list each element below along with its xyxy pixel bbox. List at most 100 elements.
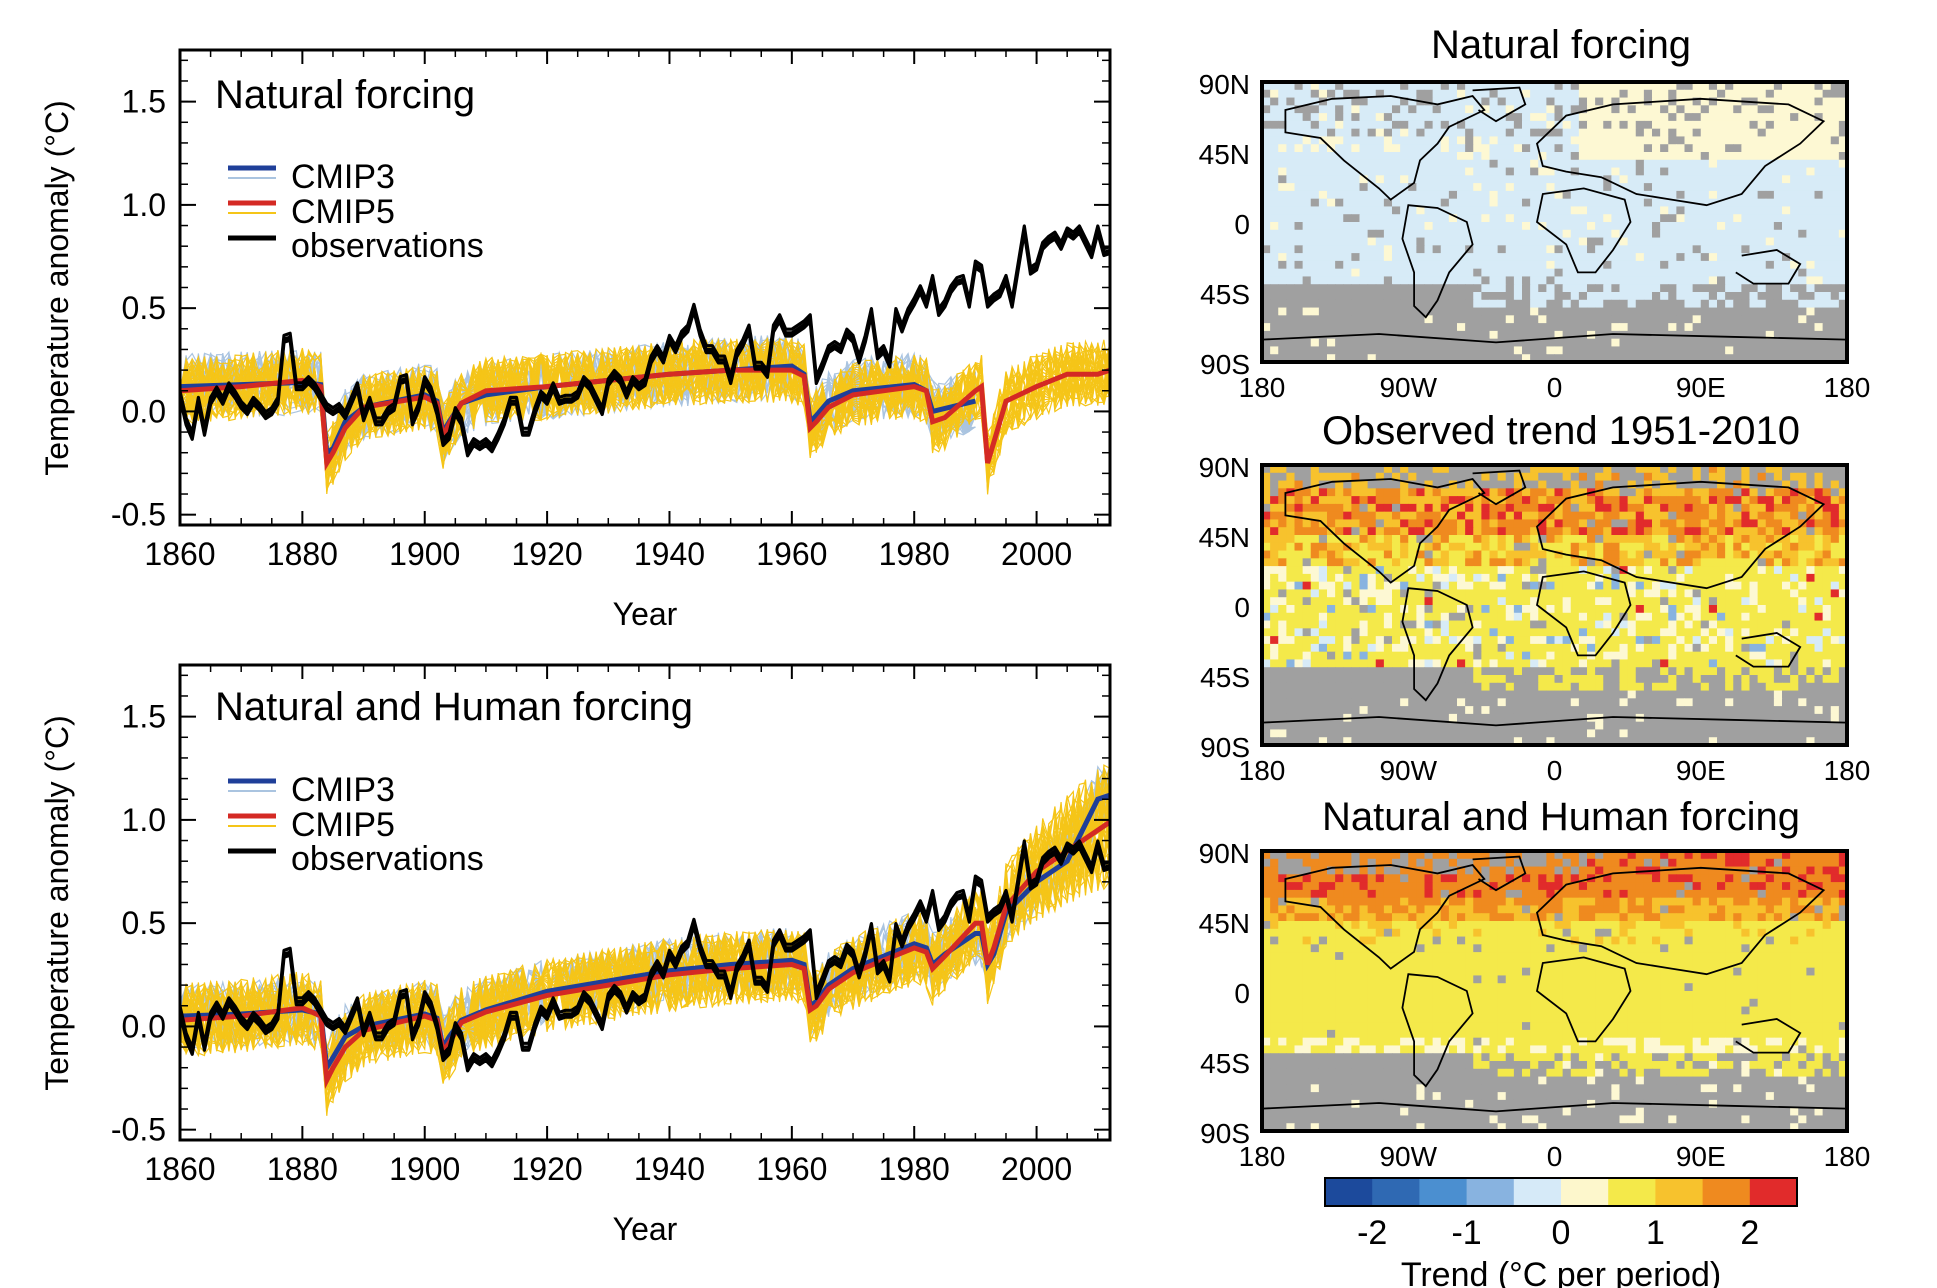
map-cell — [1635, 636, 1645, 645]
map-cell — [1262, 589, 1271, 598]
map-cell — [1619, 120, 1629, 130]
map-cell — [1505, 589, 1515, 598]
map-cell — [1359, 620, 1369, 629]
map-cell — [1676, 465, 1686, 474]
map-cell — [1700, 535, 1710, 544]
map-cell — [1262, 214, 1271, 223]
map-cell — [1343, 566, 1352, 575]
map-cell — [1448, 542, 1458, 552]
map-cell — [1765, 628, 1775, 637]
observed-trend-map-panel: Observed trend 1951-2010 90N45N045S90S18… — [1199, 409, 1871, 786]
map-cell — [1660, 566, 1669, 575]
map-cell — [1522, 198, 1531, 207]
map-cell — [1838, 128, 1848, 137]
map-cell — [1822, 260, 1832, 270]
map-cell — [1465, 89, 1474, 99]
map-cell — [1814, 605, 1824, 614]
map-cell — [1806, 542, 1816, 552]
map-cell — [1481, 159, 1491, 169]
map-cell — [1286, 159, 1296, 169]
map-cell — [1424, 550, 1434, 559]
map-cell — [1692, 480, 1702, 489]
map-cell — [1465, 503, 1474, 513]
map-cell — [1497, 488, 1507, 497]
map-cell — [1367, 82, 1377, 91]
map-cell — [1465, 253, 1474, 262]
map-cell — [1603, 488, 1612, 497]
map-cell — [1457, 276, 1466, 285]
map-cell — [1684, 299, 1694, 309]
map-cell — [1343, 323, 1352, 332]
map-cell — [1383, 597, 1393, 606]
map-cell — [1383, 82, 1393, 91]
map-cell — [1530, 605, 1539, 614]
map-cell — [1611, 628, 1621, 637]
map-cell — [1822, 307, 1832, 316]
map-cell — [1627, 315, 1637, 324]
map-cell — [1627, 152, 1637, 161]
map-cell — [1302, 245, 1312, 254]
map-frame — [1260, 80, 1849, 364]
map-cell — [1367, 315, 1377, 324]
map-cell — [1538, 136, 1547, 145]
map-cell — [1448, 566, 1458, 575]
map-cell — [1660, 597, 1669, 606]
map-cell — [1773, 472, 1783, 482]
map-cell — [1635, 354, 1645, 363]
map-cell — [1424, 605, 1434, 614]
map-cell — [1367, 307, 1377, 316]
map-cell — [1546, 542, 1556, 552]
map-cell — [1262, 330, 1271, 340]
map-cell — [1286, 198, 1296, 207]
map-cell — [1278, 330, 1287, 340]
map-cell — [1587, 315, 1596, 324]
map-cell — [1782, 535, 1791, 544]
legend-label-cmip3: CMIP3 — [291, 771, 395, 809]
map-cell — [1562, 82, 1572, 91]
map-cell — [1522, 260, 1531, 270]
map-cell — [1448, 229, 1458, 239]
map-cell — [1489, 206, 1499, 215]
map-cell — [1505, 159, 1515, 169]
map-cell — [1286, 566, 1296, 575]
map-cell — [1416, 488, 1426, 497]
map-cell — [1343, 315, 1352, 324]
map-cell — [1335, 612, 1344, 622]
map-cell — [1546, 346, 1556, 355]
map-cell — [1465, 214, 1474, 223]
map-cell — [1457, 198, 1466, 207]
map-cell — [1359, 190, 1369, 200]
map-cell — [1367, 558, 1377, 567]
map-cell — [1416, 542, 1426, 552]
map-cell — [1578, 144, 1588, 153]
map-cell — [1489, 198, 1499, 207]
map-cell — [1286, 299, 1296, 309]
map-cell — [1318, 503, 1328, 513]
map-cell — [1684, 120, 1694, 130]
map-cell — [1814, 105, 1824, 114]
map-cell — [1773, 190, 1783, 200]
map-cell — [1708, 488, 1718, 497]
map-cell — [1765, 503, 1775, 513]
map-cell — [1513, 276, 1523, 285]
map-cell — [1351, 152, 1361, 161]
map-cell — [1782, 136, 1791, 145]
map-cell — [1814, 245, 1824, 254]
map-cell — [1757, 558, 1767, 567]
map-cell — [1481, 253, 1491, 262]
map-cell — [1327, 354, 1336, 363]
map-cell — [1790, 465, 1799, 474]
map-cell — [1392, 175, 1401, 184]
map-cell — [1790, 299, 1799, 309]
map-cell — [1635, 628, 1645, 637]
map-cell — [1416, 330, 1426, 340]
map-cell — [1741, 237, 1751, 246]
map-cell — [1546, 573, 1556, 583]
map-cell — [1481, 620, 1491, 629]
map-cell — [1757, 245, 1767, 254]
map-cell — [1595, 472, 1604, 482]
map-cell — [1627, 480, 1637, 489]
map-cell — [1318, 183, 1328, 192]
map-cell — [1717, 299, 1726, 309]
map-cell — [1522, 605, 1531, 614]
